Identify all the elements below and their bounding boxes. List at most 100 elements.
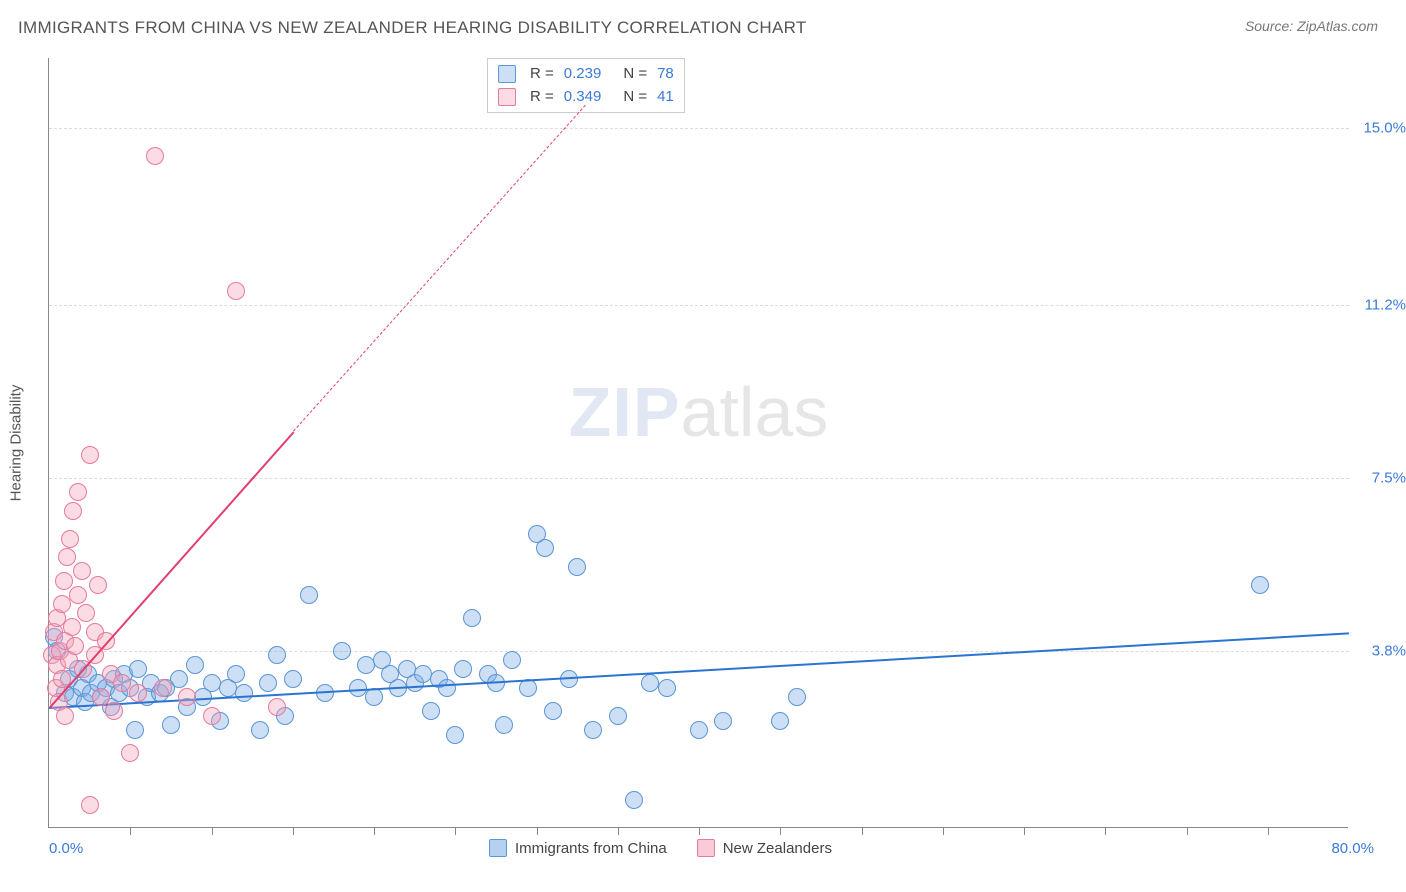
x-tick [1024, 827, 1025, 835]
y-tick-label: 7.5% [1372, 470, 1406, 487]
data-point [58, 548, 76, 566]
x-tick [537, 827, 538, 835]
data-point [69, 586, 87, 604]
data-point [154, 679, 172, 697]
x-tick [130, 827, 131, 835]
data-point [251, 721, 269, 739]
x-tick [699, 827, 700, 835]
data-point [1251, 576, 1269, 594]
x-tick [212, 827, 213, 835]
y-tick-label: 15.0% [1363, 120, 1406, 137]
legend-swatch-0 [498, 65, 516, 83]
data-point [268, 698, 286, 716]
chart-source: Source: ZipAtlas.com [1245, 18, 1378, 34]
gridline [49, 478, 1349, 479]
data-point [162, 716, 180, 734]
x-tick [862, 827, 863, 835]
data-point [268, 646, 286, 664]
stat-r-label-1: R = [530, 86, 554, 109]
data-point [170, 670, 188, 688]
data-point [454, 660, 472, 678]
data-point [568, 558, 586, 576]
stat-n-val-1: 41 [657, 86, 674, 109]
stat-r-val-0: 0.239 [564, 63, 602, 86]
data-point [56, 707, 74, 725]
data-point [584, 721, 602, 739]
data-point [536, 539, 554, 557]
data-point [544, 702, 562, 720]
data-point [64, 502, 82, 520]
gridline [49, 651, 1349, 652]
data-point [284, 670, 302, 688]
data-point [641, 674, 659, 692]
data-point [55, 572, 73, 590]
data-point [235, 684, 253, 702]
data-point [259, 674, 277, 692]
data-point [186, 656, 204, 674]
x-axis-min-label: 0.0% [49, 840, 83, 857]
data-point [61, 530, 79, 548]
plot-region: ZIPatlas R = 0.239 N = 78 R = 0.349 N = … [48, 58, 1348, 828]
data-point [121, 744, 139, 762]
x-axis-max-label: 80.0% [1331, 840, 1374, 857]
watermark: ZIPatlas [569, 372, 829, 452]
data-point [414, 665, 432, 683]
data-point [300, 586, 318, 604]
stat-n-label-1: N = [623, 86, 647, 109]
stat-r-val-1: 0.349 [564, 86, 602, 109]
data-point [463, 609, 481, 627]
y-axis-title: Hearing Disability [8, 385, 25, 502]
data-point [771, 712, 789, 730]
data-point [203, 707, 221, 725]
chart-header: IMMIGRANTS FROM CHINA VS NEW ZEALANDER H… [0, 0, 1406, 44]
watermark-zip: ZIP [569, 373, 681, 451]
legend-bottom-label-1: New Zealanders [723, 840, 832, 857]
x-tick [293, 827, 294, 835]
data-point [178, 688, 196, 706]
x-tick [374, 827, 375, 835]
x-tick [943, 827, 944, 835]
data-point [129, 684, 147, 702]
data-point [105, 702, 123, 720]
data-point [365, 688, 383, 706]
stat-n-val-0: 78 [657, 63, 674, 86]
data-point [73, 562, 91, 580]
data-point [66, 637, 84, 655]
data-point [438, 679, 456, 697]
data-point [203, 674, 221, 692]
data-point [658, 679, 676, 697]
data-point [81, 796, 99, 814]
data-point [146, 147, 164, 165]
data-point [113, 674, 131, 692]
watermark-atlas: atlas [681, 373, 829, 451]
chart-title: IMMIGRANTS FROM CHINA VS NEW ZEALANDER H… [18, 18, 807, 38]
gridline [49, 128, 1349, 129]
legend-bottom-swatch-0 [489, 839, 507, 857]
data-point [69, 483, 87, 501]
x-tick [780, 827, 781, 835]
data-point [89, 576, 107, 594]
data-point [495, 716, 513, 734]
trend-line [293, 105, 586, 432]
stat-n-label-0: N = [623, 63, 647, 86]
data-point [625, 791, 643, 809]
x-tick [618, 827, 619, 835]
data-point [609, 707, 627, 725]
data-point [446, 726, 464, 744]
data-point [227, 282, 245, 300]
x-tick [455, 827, 456, 835]
data-point [788, 688, 806, 706]
data-point [503, 651, 521, 669]
x-tick [1105, 827, 1106, 835]
data-point [333, 642, 351, 660]
legend-item-1: New Zealanders [697, 839, 832, 857]
x-tick [1268, 827, 1269, 835]
data-point [63, 618, 81, 636]
data-point [714, 712, 732, 730]
y-tick-label: 3.8% [1372, 642, 1406, 659]
data-point [126, 721, 144, 739]
x-tick [1187, 827, 1188, 835]
data-point [690, 721, 708, 739]
legend-stats-row-0: R = 0.239 N = 78 [498, 63, 674, 86]
data-point [422, 702, 440, 720]
